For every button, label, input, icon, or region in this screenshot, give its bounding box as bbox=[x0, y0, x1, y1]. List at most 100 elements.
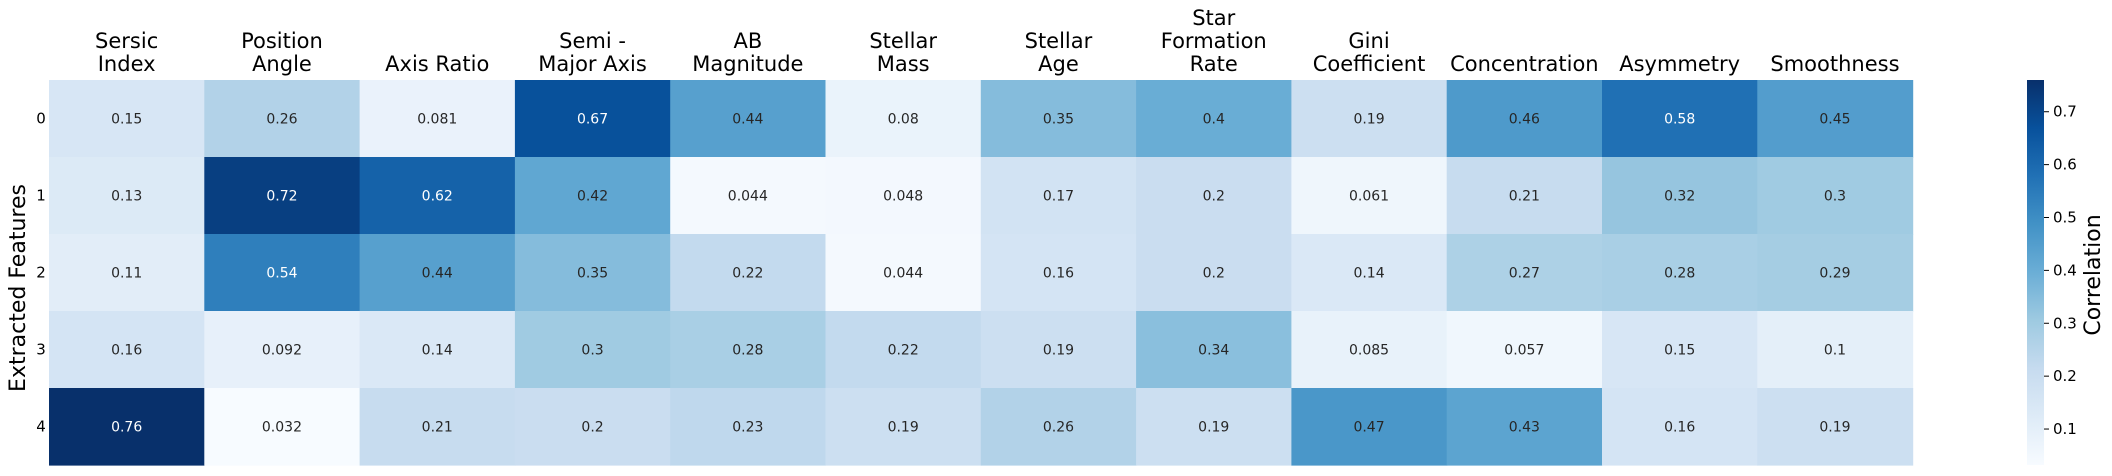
heatmap-cell bbox=[670, 311, 827, 389]
column-label: AB bbox=[733, 29, 762, 53]
cell-value-label: 0.28 bbox=[1664, 266, 1695, 282]
column-label: Magnitude bbox=[692, 52, 803, 76]
column-label: Coefficient bbox=[1313, 52, 1426, 76]
heatmap-cell bbox=[825, 388, 982, 466]
cell-value-label: 0.21 bbox=[422, 420, 453, 436]
heatmap-cell bbox=[514, 80, 671, 158]
heatmap-cell bbox=[514, 234, 671, 312]
cell-value-label: 0.19 bbox=[888, 420, 919, 436]
heatmap-cell bbox=[1136, 388, 1292, 466]
cell-value-label: 0.2 bbox=[581, 420, 603, 436]
cell-value-label: 0.08 bbox=[888, 112, 919, 128]
cell-value-label: 0.044 bbox=[883, 266, 923, 282]
cell-value-label: 0.21 bbox=[1509, 189, 1540, 205]
heatmap-cell bbox=[980, 311, 1137, 389]
heatmap-cell bbox=[980, 388, 1137, 466]
column-label: Stellar bbox=[1025, 29, 1093, 53]
heatmap-cell bbox=[980, 80, 1137, 158]
cell-value-label: 0.35 bbox=[1043, 112, 1074, 128]
y-axis-title: Extracted Features bbox=[6, 184, 31, 392]
cell-value-label: 0.34 bbox=[1198, 343, 1229, 359]
cell-value-label: 0.17 bbox=[1043, 189, 1074, 205]
heatmap-cell bbox=[1602, 311, 1758, 389]
heatmap-cell bbox=[1136, 234, 1292, 312]
cell-value-label: 0.11 bbox=[111, 266, 142, 282]
cell-value-label: 0.1 bbox=[1824, 343, 1846, 359]
heatmap-cell bbox=[670, 388, 827, 466]
heatmap-cell bbox=[1602, 80, 1758, 158]
column-label: Semi - bbox=[559, 29, 626, 53]
heatmap-cell bbox=[49, 311, 205, 389]
cell-value-label: 0.048 bbox=[883, 189, 923, 205]
cell-value-label: 0.16 bbox=[111, 343, 142, 359]
cell-value-label: 0.54 bbox=[266, 266, 297, 282]
cell-value-label: 0.092 bbox=[262, 343, 302, 359]
cell-value-label: 0.16 bbox=[1043, 266, 1074, 282]
heatmap-cell bbox=[825, 311, 982, 389]
cell-value-label: 0.67 bbox=[577, 112, 608, 128]
cell-value-label: 0.061 bbox=[1349, 189, 1389, 205]
cell-value-label: 0.057 bbox=[1504, 343, 1544, 359]
row-label: 2 bbox=[36, 264, 46, 282]
heatmap-cell bbox=[670, 157, 827, 235]
cell-value-label: 0.044 bbox=[728, 189, 768, 205]
column-label: Index bbox=[98, 52, 156, 76]
cell-value-label: 0.29 bbox=[1819, 266, 1850, 282]
heatmap-cell bbox=[670, 234, 827, 312]
cell-value-label: 0.22 bbox=[732, 266, 763, 282]
cell-value-label: 0.19 bbox=[1353, 112, 1384, 128]
heatmap-cell bbox=[1291, 311, 1448, 389]
heatmap-cell bbox=[514, 388, 671, 466]
column-label: Star bbox=[1192, 6, 1235, 30]
cell-value-label: 0.43 bbox=[1509, 420, 1540, 436]
column-label: Asymmetry bbox=[1619, 52, 1740, 76]
cell-value-label: 0.19 bbox=[1043, 343, 1074, 359]
column-label: Angle bbox=[252, 52, 312, 76]
heatmap-cell bbox=[204, 234, 361, 312]
heatmap-cell bbox=[359, 80, 516, 158]
heatmap-cell bbox=[49, 157, 205, 235]
column-label: Smoothness bbox=[1770, 52, 1899, 76]
cell-value-label: 0.13 bbox=[111, 189, 142, 205]
heatmap-cell bbox=[670, 80, 827, 158]
heatmap-cell bbox=[49, 234, 205, 312]
heatmap-cell bbox=[1757, 234, 1914, 312]
column-label: Axis Ratio bbox=[385, 52, 489, 76]
column-label: Major Axis bbox=[538, 52, 647, 76]
cell-value-label: 0.44 bbox=[732, 112, 763, 128]
cell-value-label: 0.2 bbox=[1203, 266, 1225, 282]
cell-value-label: 0.32 bbox=[1664, 189, 1695, 205]
cell-value-label: 0.032 bbox=[262, 420, 302, 436]
cell-value-label: 0.28 bbox=[732, 343, 763, 359]
column-label: Formation bbox=[1161, 29, 1267, 53]
cell-value-label: 0.44 bbox=[422, 266, 453, 282]
cell-value-label: 0.19 bbox=[1198, 420, 1229, 436]
cell-value-label: 0.4 bbox=[1203, 112, 1225, 128]
heatmap-cell bbox=[1291, 80, 1448, 158]
colorbar-tick-label: 0.5 bbox=[2053, 209, 2077, 227]
heatmap-cell-labels: 0.15 0.26 0.081 0.67 0.44 0.08 0.35 0.4 0.19 0.46… bbox=[111, 112, 1850, 436]
cell-value-label: 0.3 bbox=[1824, 189, 1846, 205]
row-label: 4 bbox=[36, 418, 46, 436]
heatmap-cell bbox=[1602, 234, 1758, 312]
colorbar-tick-label: 0.2 bbox=[2053, 367, 2077, 385]
heatmap-cell bbox=[49, 80, 205, 158]
column-label: Sersic bbox=[95, 29, 158, 53]
heatmap-cell bbox=[359, 234, 516, 312]
column-label: Position bbox=[241, 29, 323, 53]
heatmap-cell bbox=[1446, 80, 1603, 158]
heatmap-cell bbox=[825, 157, 982, 235]
heatmap-cell bbox=[204, 388, 361, 466]
cell-value-label: 0.15 bbox=[111, 112, 142, 128]
cell-value-label: 0.26 bbox=[1043, 420, 1074, 436]
cell-value-label: 0.58 bbox=[1664, 112, 1695, 128]
heatmap-cell bbox=[1136, 311, 1292, 389]
row-label: 3 bbox=[36, 341, 46, 359]
heatmap-cell bbox=[1136, 80, 1292, 158]
column-label: Stellar bbox=[869, 29, 937, 53]
column-label: Concentration bbox=[1450, 52, 1599, 76]
colorbar-label: Correlation bbox=[2081, 214, 2106, 335]
heatmap-cell bbox=[1291, 388, 1448, 466]
heatmap-cell bbox=[980, 234, 1137, 312]
